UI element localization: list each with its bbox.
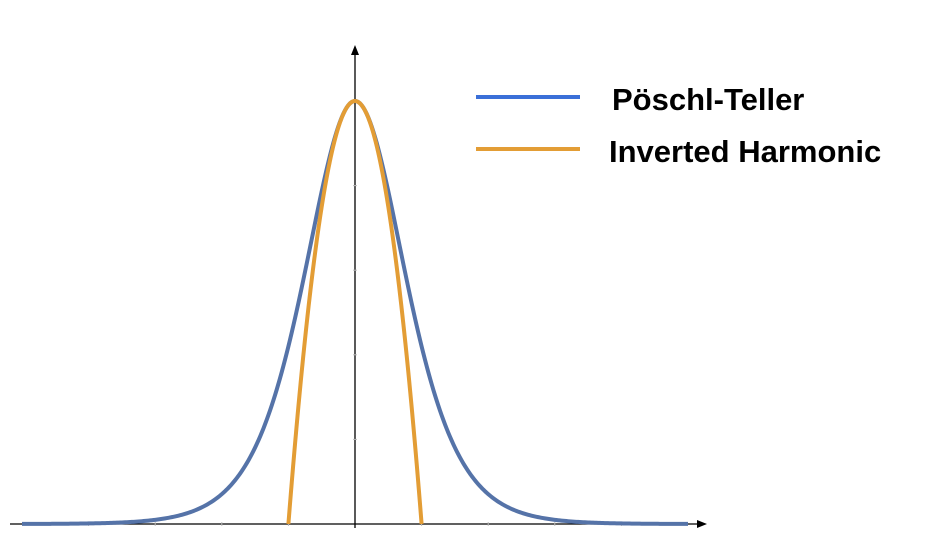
legend-entry-poschl-teller: Pöschl-Teller <box>476 82 804 117</box>
legend-entry-inverted-harmonic: Inverted Harmonic <box>476 134 881 169</box>
y-axis-arrow <box>351 45 359 55</box>
series-line-inverted-harmonic <box>286 99 424 525</box>
axes <box>10 45 707 528</box>
legend-label-inverted-harmonic: Inverted Harmonic <box>609 134 881 169</box>
x-axis-arrow <box>697 520 707 528</box>
legend-label-poschl-teller: Pöschl-Teller <box>612 82 804 117</box>
legend: Pöschl-Teller Inverted Harmonic <box>476 82 881 169</box>
series-layer <box>21 99 689 526</box>
